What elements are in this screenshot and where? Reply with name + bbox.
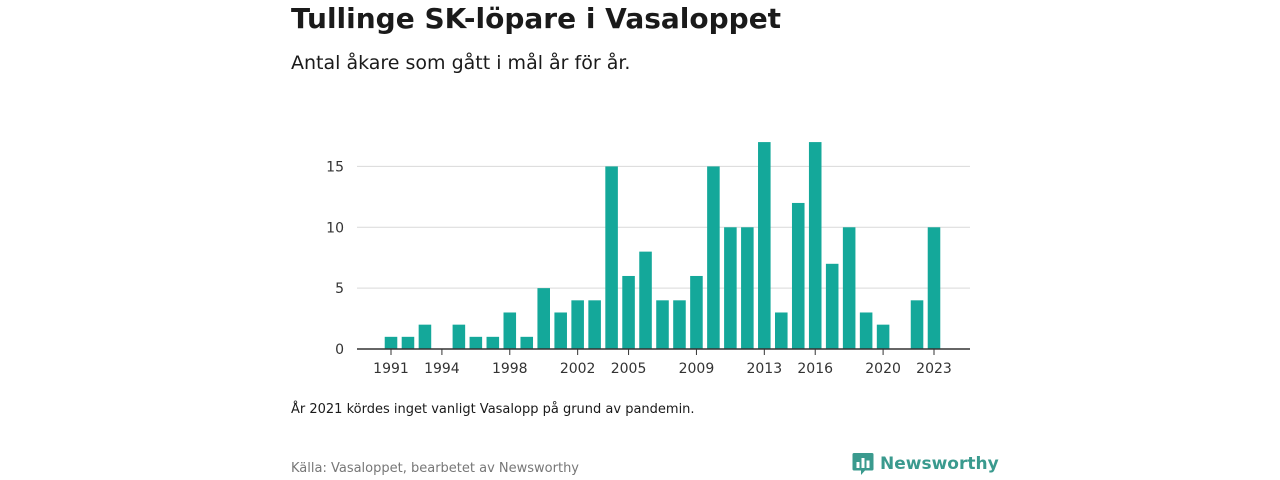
bar-2018 <box>842 227 856 349</box>
bar-2006 <box>639 251 652 349</box>
source-credit: Källa: Vasaloppet, bearbetet av Newswort… <box>291 461 579 476</box>
bar-1995 <box>452 324 466 349</box>
bar-2003 <box>588 300 601 349</box>
bar-1998 <box>503 312 517 349</box>
bar-2013 <box>758 142 771 349</box>
bar-2009 <box>690 275 703 349</box>
bar-2022 <box>910 300 924 349</box>
x-tick-label-2009: 2009 <box>679 361 715 377</box>
bar-1996 <box>469 336 483 349</box>
x-tick-label-2016: 2016 <box>797 361 833 377</box>
bar-chart-bubble-icon <box>852 453 874 475</box>
bar-2012 <box>741 227 754 349</box>
bar-1997 <box>486 336 500 349</box>
x-tick-label-2023: 2023 <box>916 361 952 377</box>
y-tick-label-15: 15 <box>326 159 344 175</box>
x-tick-label-2002: 2002 <box>560 361 596 377</box>
bar-2004 <box>605 166 618 349</box>
bar-2019 <box>859 312 873 349</box>
x-tick-label-1994: 1994 <box>424 361 460 377</box>
bar-1991 <box>384 336 398 349</box>
newsworthy-logo: Newsworthy <box>852 452 999 476</box>
y-tick-label-5: 5 <box>335 281 344 297</box>
x-tick-label-1991: 1991 <box>373 361 409 377</box>
y-tick-label-10: 10 <box>326 220 344 236</box>
grid-lines <box>357 165 970 289</box>
bar-2008 <box>673 300 686 349</box>
x-tick-label-2013: 2013 <box>746 361 782 377</box>
chart-subtitle: Antal åkare som gått i mål år för år. <box>291 52 631 74</box>
tick-labels: 0 5 10 15 1991 1994 1998 2002 2005 2009 2013 2016 20… <box>326 159 952 377</box>
bar-1993 <box>418 324 432 349</box>
x-tick-label-2020: 2020 <box>865 361 901 377</box>
bar-2017 <box>825 263 839 349</box>
bar-2015 <box>791 202 805 349</box>
x-tick-label-1998: 1998 <box>492 361 528 377</box>
bar-1992 <box>401 336 415 349</box>
bar-2007 <box>656 300 669 349</box>
chart-note: År 2021 kördes inget vanligt Vasalopp på… <box>291 402 695 417</box>
bar-1999 <box>520 336 534 349</box>
bar-2010 <box>707 166 720 349</box>
y-tick-label-0: 0 <box>335 342 344 358</box>
bar-2000 <box>537 288 550 349</box>
bar-2002 <box>571 300 584 349</box>
bar-2001 <box>554 312 567 349</box>
bar-2014 <box>775 312 788 349</box>
bars <box>384 142 941 349</box>
axes <box>357 348 970 355</box>
brand-name: Newsworthy <box>880 454 999 474</box>
bar-2023 <box>927 227 941 349</box>
bar-2020 <box>876 324 890 349</box>
chart-title: Tullinge SK-löpare i Vasaloppet <box>291 2 782 35</box>
x-tick-label-2005: 2005 <box>611 361 647 377</box>
bar-2011 <box>724 227 737 349</box>
bar-2016 <box>808 142 822 349</box>
bar-2005 <box>622 275 635 349</box>
